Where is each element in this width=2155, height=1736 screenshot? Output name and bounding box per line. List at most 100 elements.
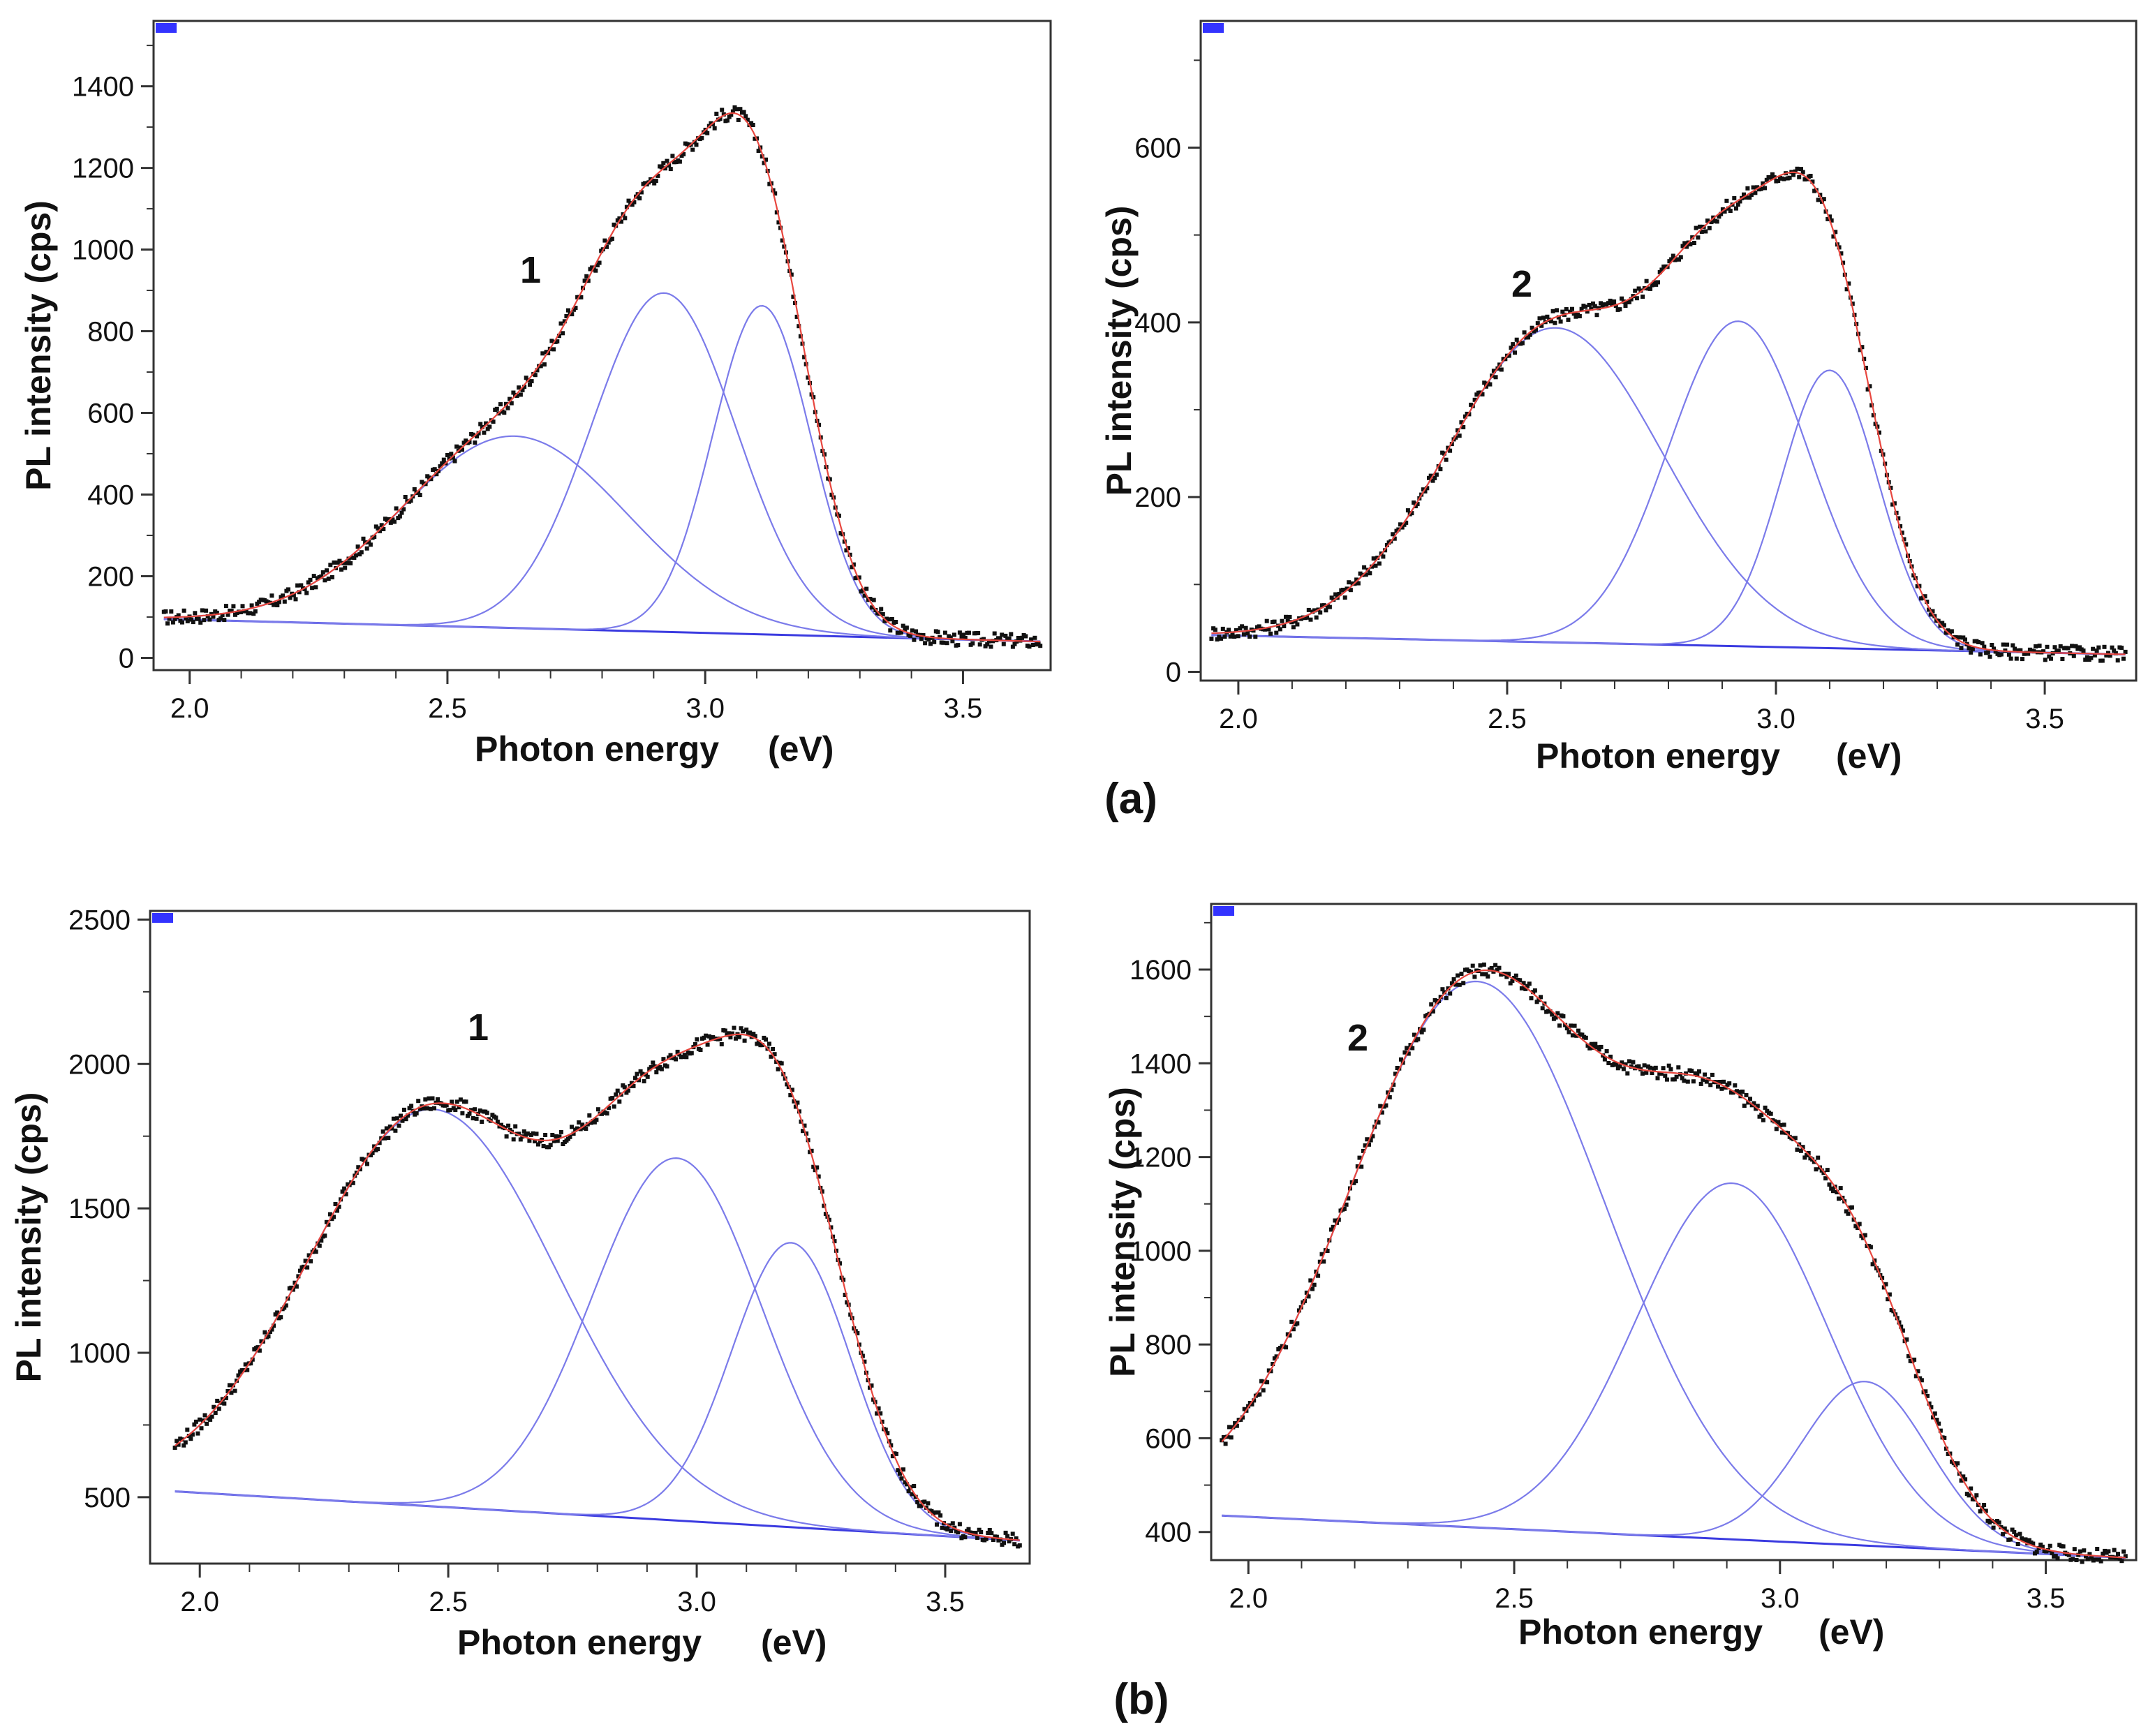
data-point: [1942, 1435, 1947, 1440]
data-point: [407, 1106, 412, 1111]
data-point: [464, 1099, 468, 1104]
data-point: [1325, 1249, 1330, 1253]
data-point: [1938, 1428, 1943, 1433]
data-point: [827, 1217, 831, 1222]
data-point: [1689, 1069, 1694, 1074]
data-point: [208, 1417, 213, 1422]
data-point: [2001, 1531, 2006, 1536]
chart-a2: 2.0 2.5 3.0 3.5 0 200 400 600 Photon energy (eV) P…: [1099, 20, 2138, 776]
data-point: [976, 631, 981, 635]
data-point: [326, 577, 331, 581]
data-point: [1627, 1059, 1631, 1064]
data-point: [450, 1099, 454, 1104]
data-point: [1858, 348, 1863, 353]
data-point: [1379, 1110, 1384, 1115]
data-point: [414, 1111, 419, 1115]
data-point: [1927, 1401, 1932, 1406]
data-point: [2041, 649, 2046, 654]
data-point: [1726, 206, 1731, 211]
data-point: [344, 561, 349, 565]
y-tick-label: 600: [1145, 1423, 1192, 1454]
data-point: [1017, 1543, 1022, 1548]
data-point: [950, 1521, 955, 1526]
y-tick-label: 800: [87, 317, 134, 348]
data-point: [1710, 1072, 1715, 1077]
data-point: [184, 616, 188, 621]
data-point: [185, 618, 190, 623]
data-point: [1342, 595, 1347, 600]
data-point: [1613, 304, 1618, 308]
data-point: [1563, 1023, 1568, 1027]
data-point: [1348, 588, 1353, 593]
data-point: [2017, 1531, 2022, 1536]
data-point: [1336, 1217, 1341, 1222]
data-point: [484, 421, 489, 426]
data-point: [1324, 608, 1328, 613]
data-point: [533, 1139, 537, 1143]
data-point: [182, 608, 186, 613]
data-point: [1534, 327, 1538, 332]
data-point: [1886, 1297, 1890, 1302]
data-point: [212, 1404, 216, 1409]
data-point: [1904, 542, 1909, 547]
data-point: [718, 117, 723, 121]
data-point: [880, 612, 885, 616]
data-point: [2018, 648, 2023, 653]
data-point: [192, 1422, 197, 1427]
data-point: [319, 574, 324, 579]
data-point: [1378, 1104, 1383, 1108]
data-point: [352, 556, 357, 561]
data-point: [1576, 1028, 1580, 1033]
data-point: [1941, 623, 1946, 628]
data-point: [1493, 375, 1498, 380]
data-point: [1291, 625, 1296, 630]
data-point: [379, 523, 384, 528]
data-point: [484, 1111, 489, 1115]
data-point: [272, 1323, 276, 1328]
data-point: [1373, 563, 1378, 568]
y-tick-label: 1200: [1130, 1143, 1192, 1173]
data-point: [2102, 644, 2107, 649]
data-point: [268, 1330, 272, 1335]
data-point: [2115, 658, 2120, 663]
data-point: [868, 597, 873, 601]
data-point: [183, 1440, 188, 1445]
data-point: [659, 165, 664, 170]
data-point: [876, 1406, 881, 1411]
data-point: [1654, 282, 1659, 287]
data-point: [1883, 1282, 1888, 1286]
data-point: [2015, 1542, 2020, 1546]
data-point: [216, 1407, 221, 1411]
data-point: [1555, 308, 1560, 313]
data-point: [639, 190, 644, 195]
data-point: [1880, 1275, 1885, 1280]
data-point: [207, 617, 212, 622]
data-point: [1259, 1379, 1264, 1383]
x-tick-label: 2.5: [1488, 704, 1527, 734]
data-point: [200, 608, 205, 613]
data-point: [566, 308, 570, 313]
data-point: [1838, 1186, 1843, 1191]
data-point: [1982, 644, 1987, 649]
data-point: [1497, 965, 1502, 970]
data-point: [310, 586, 315, 591]
data-point: [299, 583, 304, 588]
data-point: [675, 1049, 680, 1054]
data-point: [198, 1417, 202, 1422]
data-point: [417, 1106, 422, 1111]
data-point: [1399, 1057, 1403, 1062]
data-point: [2095, 1547, 2100, 1551]
data-point: [480, 424, 484, 429]
data-point: [1480, 392, 1485, 396]
data-point: [1509, 346, 1513, 350]
data-point: [1749, 193, 1754, 198]
data-point: [376, 1147, 380, 1152]
data-point: [402, 1107, 406, 1112]
data-point: [205, 1421, 209, 1426]
data-point: [502, 410, 507, 415]
data-point: [232, 1388, 237, 1393]
data-point: [2080, 1559, 2084, 1564]
data-point: [1810, 179, 1815, 184]
data-point: [209, 1414, 214, 1419]
data-point: [586, 279, 591, 283]
